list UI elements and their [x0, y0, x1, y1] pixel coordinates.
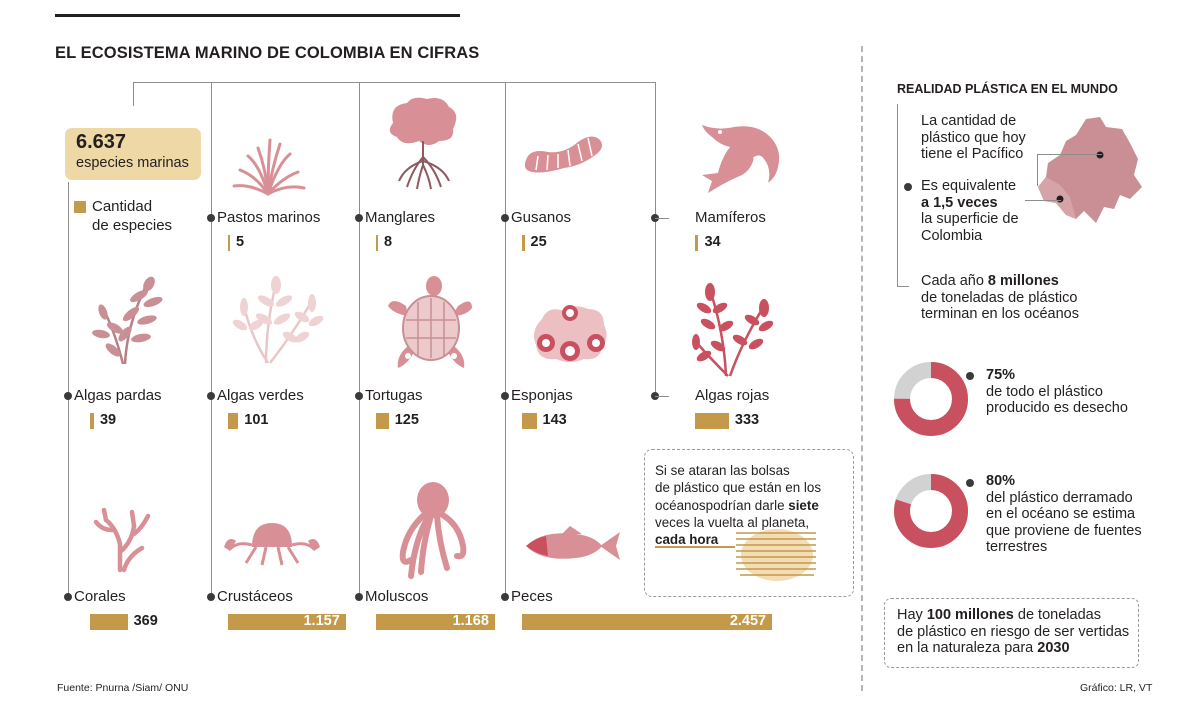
credit-note: Gráfico: LR, VT [1080, 682, 1153, 694]
category-label-pastos-marinos: Pastos marinos [217, 209, 321, 226]
brown-algae-icon [92, 276, 163, 365]
title-rule [55, 14, 460, 17]
category-label-corales: Corales [74, 588, 126, 605]
category-label-peces: Peces [511, 588, 553, 605]
section-divider [861, 46, 863, 691]
waste-donut-75 [894, 362, 968, 436]
category-dot-corales [64, 593, 72, 601]
donut-share [894, 474, 968, 548]
bullet-dot [904, 183, 912, 191]
yearly-plastic-text: Cada año 8 millones de toneladas de plás… [921, 273, 1079, 322]
bar-value-peces: 2.457 [729, 613, 767, 629]
total-species-label: especies marinas [76, 155, 189, 171]
bar-value-gusanos: 25 [530, 234, 547, 250]
bar-value-tortugas: 125 [394, 412, 419, 428]
bar-manglares [376, 235, 378, 251]
category-dot-manglares [355, 214, 363, 222]
green-algae-icon [232, 276, 324, 364]
bar-value-algas-pardas: 39 [99, 412, 117, 428]
bar-value-pastos-marinos: 5 [236, 234, 245, 250]
category-label-moluscos: Moluscos [365, 588, 429, 605]
bar-algas-verdes [228, 413, 239, 429]
bar-moluscos [376, 614, 495, 630]
category-dot-crustaceos [207, 593, 215, 601]
category-label-crustaceos: Crustáceos [217, 588, 293, 605]
bar-gusanos [522, 235, 525, 251]
bar-mamiferos [695, 235, 699, 251]
plastic-bags-note-box [644, 449, 854, 597]
bar-algas-pardas [90, 413, 94, 429]
category-tick [655, 396, 669, 397]
category-tick [655, 218, 669, 219]
bar-peces [522, 614, 773, 630]
forecast-text: Hay 100 millones de toneladas de plástic… [897, 607, 1130, 656]
category-label-algas-rojas: Algas rojas [695, 387, 770, 404]
colombia-map [1038, 117, 1142, 223]
category-dot-algas-verdes [207, 392, 215, 400]
pacific-text: La cantidad de plástico que hoy tiene el P… [921, 113, 1026, 162]
category-dot-peces [501, 593, 509, 601]
seagrass-icon [232, 138, 306, 196]
category-dot-gusanos [501, 214, 509, 222]
category-label-tortugas: Tortugas [365, 387, 423, 404]
dolphin-icon [702, 125, 780, 193]
page-title: EL ECOSISTEMA MARINO DE COLOMBIA EN CIFR… [55, 44, 480, 62]
total-species-box [65, 128, 201, 180]
category-label-algas-pardas: Algas pardas [74, 387, 162, 404]
bar-value-moluscos: 1.168 [452, 613, 489, 629]
bar-value-mamiferos: 34 [704, 234, 721, 250]
legend-label: Cantidad de especies [92, 198, 173, 234]
bar-algas-rojas [695, 413, 729, 429]
equivalent-text: Es equivalente a 1,5 veces la superficie d… [921, 178, 1019, 244]
forecast-box [884, 598, 1139, 668]
source-note: Fuente: Pnurna /Siam/ ONU [57, 682, 189, 694]
globe-bags-icon [736, 529, 816, 581]
right-panel-title: REALIDAD PLÁSTICA EN EL MUNDO [897, 82, 1118, 96]
plastic-bags-note-text: Si se ataran las bolsas de plástico que … [655, 463, 822, 548]
spill-donut-80 [894, 474, 968, 548]
bar-value-esponjas: 143 [542, 412, 567, 428]
fish-icon [526, 526, 620, 560]
note-underline [655, 546, 735, 548]
total-species-value: 6.637 [76, 131, 127, 153]
bar-value-crustaceos: 1.157 [303, 613, 340, 629]
donut-share [894, 362, 968, 436]
category-label-mamiferos: Mamíferos [695, 209, 766, 226]
category-label-algas-verdes: Algas verdes [217, 387, 304, 404]
turtle-icon [388, 276, 472, 368]
category-dot-esponjas [501, 392, 509, 400]
category-label-esponjas: Esponjas [511, 387, 573, 404]
bar-esponjas [522, 413, 537, 429]
bar-value-corales: 369 [133, 613, 158, 629]
category-dot-pastos-marinos [207, 214, 215, 222]
category-dot-tortugas [355, 392, 363, 400]
crab-icon [224, 523, 320, 566]
bar-corales [90, 614, 128, 630]
red-algae-icon [692, 283, 774, 377]
mangrove-icon [389, 97, 457, 190]
bar-tortugas [376, 413, 389, 429]
bar-value-algas-verdes: 101 [244, 412, 269, 428]
bar-value-algas-rojas: 333 [734, 412, 760, 428]
bar-pastos-marinos [228, 235, 230, 251]
stat-75-text: 75% de todo el plástico producido es desec… [986, 367, 1128, 416]
category-dot-moluscos [355, 593, 363, 601]
sponge-icon [534, 305, 607, 362]
octopus-icon [399, 482, 467, 579]
stat-80-text: 80% del plástico derramado en el océano se… [986, 473, 1142, 555]
category-label-gusanos: Gusanos [511, 209, 572, 226]
category-label-manglares: Manglares [365, 209, 436, 226]
category-dot-algas-pardas [64, 392, 72, 400]
worm-icon [524, 136, 602, 173]
bar-value-manglares: 8 [384, 234, 393, 250]
coral-icon [93, 507, 151, 573]
legend-swatch [74, 201, 86, 213]
map-pointer-line [1037, 154, 1102, 155]
right-connector [897, 104, 898, 286]
bar-crustaceos [228, 614, 346, 630]
